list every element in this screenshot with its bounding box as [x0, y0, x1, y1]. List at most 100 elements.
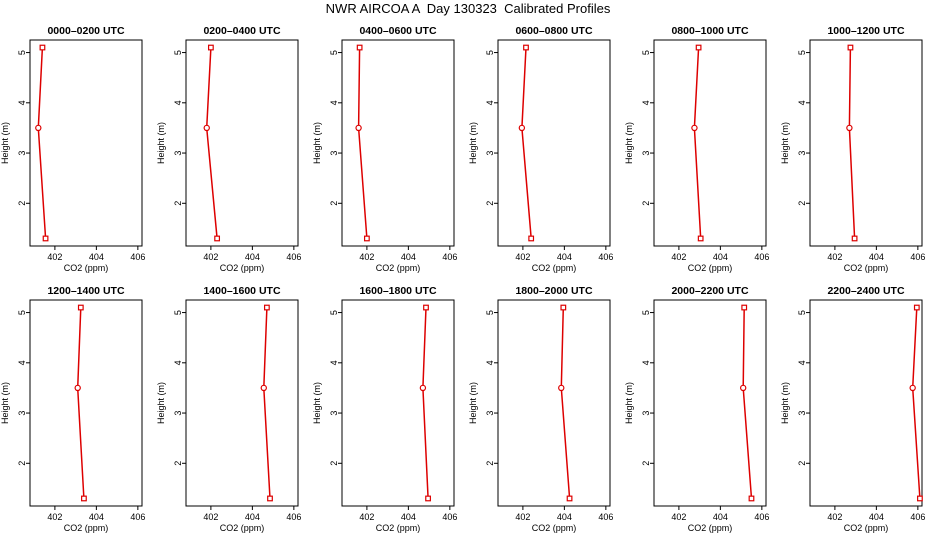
data-point	[909, 384, 916, 392]
y-tick-label: 3	[797, 411, 807, 416]
y-tick-label: 4	[17, 100, 27, 105]
x-tick-label: 402	[203, 512, 218, 522]
panel-title: 1600–1800 UTC	[359, 285, 436, 297]
data-point	[697, 235, 704, 242]
x-tick-label: 406	[910, 252, 925, 262]
x-tick-label: 406	[130, 512, 145, 522]
y-axis-label: Height (m)	[468, 122, 478, 164]
data-point	[528, 235, 535, 242]
y-tick-label: 4	[17, 360, 27, 365]
y-tick-label: 4	[173, 360, 183, 365]
y-tick-label: 2	[641, 201, 651, 206]
y-tick-label: 4	[797, 100, 807, 105]
y-tick-label: 4	[485, 360, 495, 365]
x-tick-label: 402	[203, 252, 218, 262]
plot-frame	[29, 299, 143, 507]
x-tick-label: 402	[827, 252, 842, 262]
data-point	[263, 304, 270, 311]
data-point	[207, 44, 214, 51]
plot-frame	[29, 39, 143, 247]
data-point	[214, 235, 221, 242]
profile-line	[37, 47, 47, 239]
data-point	[847, 44, 854, 51]
y-tick-label: 4	[329, 100, 339, 105]
x-tick-label: 404	[245, 252, 260, 262]
y-axis-label: Height (m)	[780, 122, 790, 164]
y-tick-label: 5	[485, 310, 495, 315]
y-tick-label: 5	[641, 50, 651, 55]
y-tick-label: 5	[17, 310, 27, 315]
plot-frame	[341, 299, 455, 507]
profile-line	[848, 47, 856, 239]
profile-line	[911, 307, 921, 499]
y-tick-label: 3	[485, 411, 495, 416]
panel-1: 0000–0200 UTC 402 404 406 CO2 (ppm) 2 3 4 5 Heigh…	[0, 25, 145, 273]
panel-title: 0600–0800 UTC	[515, 25, 592, 37]
y-axis-label: Height (m)	[624, 122, 634, 164]
data-point	[739, 384, 747, 392]
y-tick-label: 3	[17, 151, 27, 156]
x-tick-label: 406	[286, 252, 301, 262]
data-point	[267, 495, 273, 502]
data-point	[425, 495, 431, 502]
data-point	[423, 304, 429, 311]
data-point	[363, 235, 370, 242]
panel-title: 2000–2200 UTC	[671, 285, 748, 297]
data-point	[39, 44, 46, 51]
y-tick-label: 3	[173, 411, 183, 416]
data-point	[35, 124, 42, 132]
y-tick-label: 5	[329, 50, 339, 55]
panel-title: 1200–1400 UTC	[47, 285, 124, 297]
panel-title: 1000–1200 UTC	[827, 25, 904, 37]
x-tick-label: 402	[47, 252, 62, 262]
y-tick-label: 3	[329, 151, 339, 156]
x-axis-label: CO2 (ppm)	[64, 523, 109, 533]
x-tick-label: 402	[671, 252, 686, 262]
y-axis-label: Height (m)	[624, 382, 634, 424]
data-point	[356, 44, 363, 51]
y-tick-label: 2	[17, 461, 27, 466]
y-tick-label: 2	[17, 201, 27, 206]
x-tick-label: 404	[713, 252, 728, 262]
panel-7: 1200–1400 UTC 402 404 406 CO2 (ppm) 2 3 4 5 Heigh…	[0, 285, 145, 533]
x-tick-label: 402	[827, 512, 842, 522]
y-axis-label: Height (m)	[156, 122, 166, 164]
x-tick-label: 406	[598, 512, 613, 522]
panel-title: 0800–1000 UTC	[671, 25, 748, 37]
y-tick-label: 3	[797, 151, 807, 156]
x-tick-label: 402	[671, 512, 686, 522]
data-point	[203, 124, 210, 132]
y-tick-label: 5	[329, 310, 339, 315]
y-tick-label: 3	[17, 411, 27, 416]
data-point	[846, 124, 853, 132]
profile-line	[76, 307, 85, 499]
x-tick-label: 404	[713, 512, 728, 522]
x-tick-label: 404	[89, 252, 104, 262]
data-point	[419, 384, 427, 392]
x-tick-label: 406	[598, 252, 613, 262]
y-axis-label: Height (m)	[0, 382, 10, 424]
plot-frame	[185, 39, 299, 247]
data-point	[518, 124, 526, 132]
panel-10: 1800–2000 UTC 402 404 406 CO2 (ppm) 2 3 4 5 Heigh…	[468, 285, 613, 533]
y-axis-label: Height (m)	[0, 122, 10, 164]
y-tick-label: 2	[797, 201, 807, 206]
data-point	[913, 304, 920, 311]
profile-line	[521, 47, 532, 239]
y-tick-label: 5	[797, 50, 807, 55]
plot-frame	[497, 39, 611, 247]
y-axis-label: Height (m)	[312, 382, 322, 424]
panel-4: 0600–0800 UTC 402 404 406 CO2 (ppm) 2 3 4 5 Heigh…	[468, 25, 613, 273]
y-tick-label: 3	[641, 411, 651, 416]
y-tick-label: 5	[173, 50, 183, 55]
y-tick-label: 2	[641, 461, 651, 466]
y-tick-label: 5	[797, 310, 807, 315]
profile-line	[560, 307, 571, 499]
y-tick-label: 4	[329, 360, 339, 365]
x-axis-label: CO2 (ppm)	[532, 523, 577, 533]
x-tick-label: 404	[557, 512, 572, 522]
y-tick-label: 2	[485, 461, 495, 466]
panel-9: 1600–1800 UTC 402 404 406 CO2 (ppm) 2 3 4 5 Heigh…	[312, 285, 457, 533]
x-tick-label: 404	[557, 252, 572, 262]
